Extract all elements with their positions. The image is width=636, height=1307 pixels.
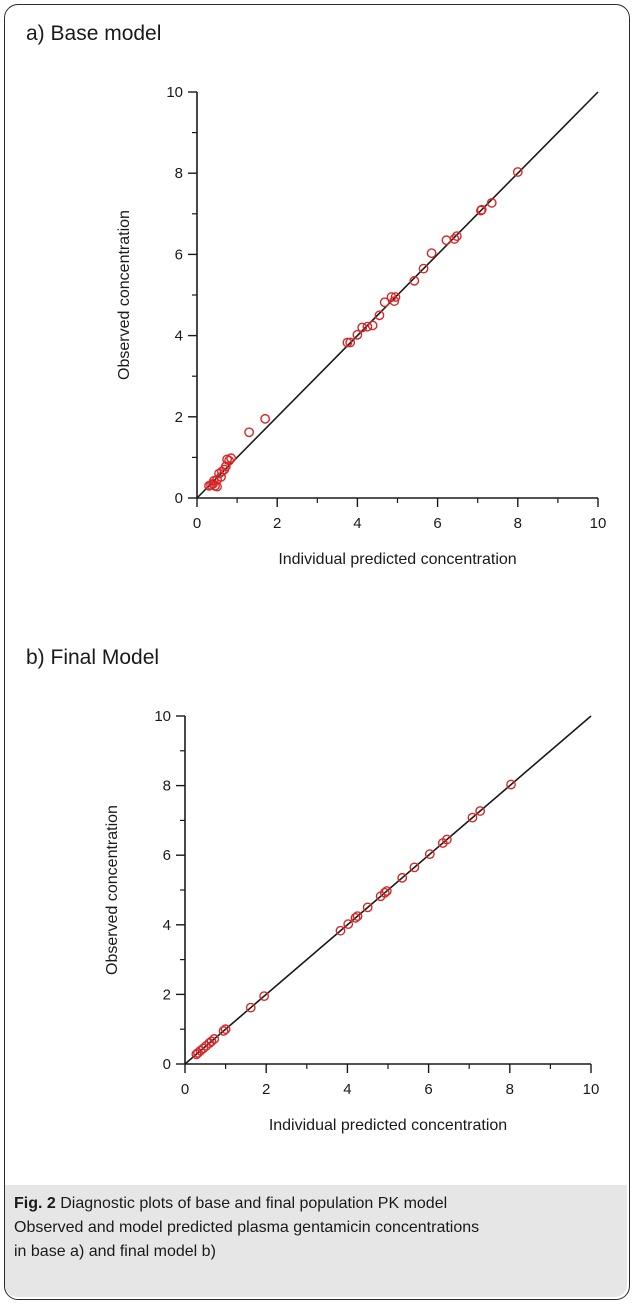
data-point xyxy=(397,872,408,883)
y-tick-label: 6 xyxy=(163,847,171,864)
data-point xyxy=(409,275,420,286)
y-tick-label: 4 xyxy=(163,917,171,934)
data-point xyxy=(512,167,523,177)
data-point xyxy=(449,234,460,244)
y-tick-label: 8 xyxy=(163,778,171,795)
caption-line-2: Observed and model predicted plasma gent… xyxy=(14,1219,480,1236)
x-tick-label: 8 xyxy=(514,515,522,532)
data-point xyxy=(441,235,452,246)
data-point xyxy=(426,248,437,259)
y-tick-label: 8 xyxy=(175,165,183,182)
caption-figure-label: Fig. 2 xyxy=(14,1195,56,1212)
data-point xyxy=(195,1045,206,1056)
figure-frame xyxy=(4,4,630,1300)
data-point xyxy=(198,1043,209,1054)
data-point xyxy=(476,205,486,216)
data-point xyxy=(220,461,231,472)
x-tick-label: 10 xyxy=(583,1081,600,1098)
data-point xyxy=(226,453,236,464)
x-tick-label: 0 xyxy=(181,1081,189,1098)
y-tick-label: 0 xyxy=(163,1056,171,1073)
data-point xyxy=(335,925,346,936)
data-point xyxy=(209,1034,220,1044)
data-point xyxy=(220,1024,231,1035)
x-axis-label: Individual predicted concentration xyxy=(269,1117,507,1134)
data-point xyxy=(486,197,497,208)
data-point xyxy=(389,296,400,306)
data-point xyxy=(441,834,452,845)
y-tick-label: 0 xyxy=(175,490,183,507)
figure-caption: Fig. 2 Diagnostic plots of base and fina… xyxy=(14,1192,614,1264)
data-point xyxy=(343,919,354,930)
data-point xyxy=(350,912,361,923)
data-point xyxy=(206,1036,217,1047)
data-point xyxy=(379,297,390,308)
y-tick-label: 2 xyxy=(163,986,171,1003)
y-tick-label: 4 xyxy=(175,328,183,345)
data-point xyxy=(259,991,270,1002)
data-point xyxy=(244,427,255,438)
data-point xyxy=(476,204,487,215)
x-tick-label: 6 xyxy=(424,1081,432,1098)
data-point xyxy=(352,329,363,340)
data-point xyxy=(467,812,478,823)
data-point xyxy=(451,231,462,242)
data-point xyxy=(381,886,392,896)
caption-line-1: Diagnostic plots of base and final popul… xyxy=(55,1195,448,1212)
data-point xyxy=(218,1026,229,1036)
y-axis-label: Observed concentration xyxy=(116,210,133,380)
data-point xyxy=(357,322,368,333)
data-point xyxy=(367,320,378,331)
x-tick-label: 10 xyxy=(590,515,607,532)
y-tick-label: 6 xyxy=(175,246,183,263)
data-point xyxy=(374,310,385,321)
y-tick-label: 10 xyxy=(166,84,183,101)
caption-background xyxy=(5,1185,627,1297)
data-point xyxy=(245,1002,256,1013)
data-point xyxy=(345,337,356,348)
scatter-plot-b: 0 2 4 6 8 10 0 2 4 6 8 10 Individual predicted conce… xyxy=(104,708,600,1134)
data-point xyxy=(424,849,435,860)
data-point xyxy=(506,779,516,790)
y-axis-label: Observed concentration xyxy=(104,805,121,975)
x-tick-label: 8 xyxy=(506,1081,514,1098)
y-tick-label: 10 xyxy=(154,708,171,725)
x-tick-label: 2 xyxy=(262,1081,270,1098)
x-tick-label: 2 xyxy=(273,515,281,532)
data-point xyxy=(362,321,373,332)
data-point xyxy=(390,292,401,302)
y-tick-label: 2 xyxy=(175,409,183,426)
x-tick-label: 4 xyxy=(343,1081,351,1098)
data-point xyxy=(352,911,363,922)
data-point xyxy=(475,806,486,816)
data-point xyxy=(212,481,222,492)
data-point xyxy=(379,887,390,898)
panel-b-title: b) Final Model xyxy=(26,646,160,669)
data-point xyxy=(362,902,373,913)
x-tick-label: 6 xyxy=(433,515,441,532)
x-tick-label: 0 xyxy=(193,515,201,532)
data-point xyxy=(342,337,353,348)
data-point xyxy=(260,413,271,424)
data-point xyxy=(418,263,429,274)
panel-a-title: a) Base model xyxy=(26,22,162,45)
data-point xyxy=(224,455,234,466)
x-tick-label: 4 xyxy=(353,515,361,532)
data-point xyxy=(222,454,232,465)
caption-line-3: in base a) and final model b) xyxy=(14,1243,216,1260)
x-axis-label: Individual predicted concentration xyxy=(278,551,516,568)
scatter-plot-a: 0 2 4 6 8 10 0 2 4 6 8 10 Individual predicted conce… xyxy=(116,84,607,568)
data-point xyxy=(409,862,420,873)
identity-line xyxy=(196,91,599,499)
